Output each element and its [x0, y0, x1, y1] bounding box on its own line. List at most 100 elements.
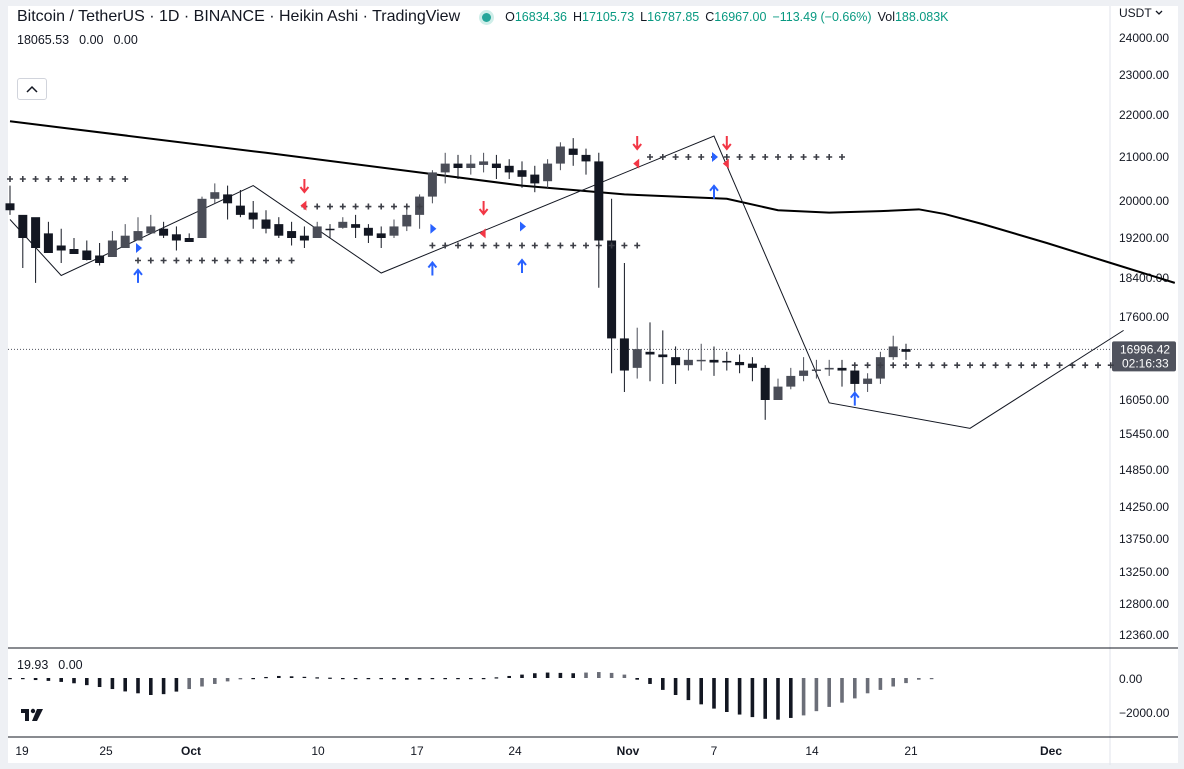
- oscillator-bar: [545, 672, 550, 678]
- sar-marker: [544, 242, 551, 249]
- sar-marker: [979, 362, 986, 369]
- sar-marker: [1095, 362, 1101, 369]
- candle-body: [299, 235, 309, 241]
- sell-arrow-icon: [632, 136, 642, 151]
- sar-marker: [967, 362, 973, 369]
- change-value: −113.49 (−0.66%): [772, 10, 872, 24]
- sar-marker: [890, 362, 897, 369]
- last-price-label: 16996.42: [1120, 342, 1170, 356]
- oscillator-bar: [929, 678, 934, 680]
- oscillator-bar: [72, 678, 76, 684]
- candle-body: [325, 228, 335, 231]
- sar-marker: [851, 362, 858, 369]
- moving-average-line: [9, 120, 1176, 284]
- candle-body: [863, 378, 873, 384]
- sar-marker: [941, 362, 948, 369]
- oscillator-bar: [609, 672, 614, 678]
- candle-body: [517, 170, 527, 177]
- indicator-value-1: 18065.53: [17, 33, 70, 47]
- candle-body: [658, 354, 668, 358]
- oscillator-bar: [225, 678, 230, 682]
- candle-body: [850, 370, 860, 384]
- oscillator-bar: [891, 678, 895, 687]
- open-label: O: [505, 10, 515, 24]
- collapse-legend-button[interactable]: [17, 78, 47, 100]
- signal-triangle-icon: [136, 243, 142, 253]
- time-tick-label: 19: [15, 744, 29, 758]
- candle-body: [453, 163, 463, 168]
- close-value: 16967.00: [714, 10, 767, 24]
- time-tick-label: Nov: [617, 744, 640, 758]
- buy-arrow-icon: [133, 268, 143, 283]
- oscillator-bar: [853, 678, 857, 699]
- price-tick-label: 13250.00: [1119, 565, 1169, 579]
- oscillator-bar: [635, 678, 639, 680]
- candle-body: [440, 163, 450, 173]
- time-tick-label: 10: [311, 744, 325, 758]
- sar-marker: [493, 242, 500, 249]
- oscillator-bar: [443, 678, 447, 680]
- oscillator-bar: [85, 678, 89, 686]
- candle-body: [171, 234, 181, 241]
- oscillator-bar: [123, 678, 127, 692]
- signal-triangle-icon: [479, 228, 486, 239]
- sar-marker: [1005, 362, 1012, 369]
- symbol-title[interactable]: Bitcoin / TetherUS · 1D · BINANCE · Heik…: [17, 8, 461, 25]
- sar-marker: [954, 362, 961, 369]
- oscillator-bar: [417, 678, 422, 680]
- oscillator-bar: [917, 678, 921, 680]
- sar-marker: [250, 257, 257, 264]
- price-tick-label: 20000.00: [1119, 194, 1169, 208]
- sar-marker: [122, 176, 129, 182]
- sar-marker: [915, 362, 922, 369]
- sar-marker: [71, 176, 77, 182]
- sar-marker: [19, 176, 26, 182]
- price-tick-label: 24000.00: [1119, 31, 1169, 45]
- oscillator-bar: [533, 673, 537, 678]
- candle-body: [69, 249, 79, 254]
- candle-body: [747, 363, 757, 368]
- sar-marker: [378, 203, 385, 210]
- candle-body: [760, 367, 770, 400]
- currency-selector[interactable]: USDT: [1119, 6, 1163, 20]
- volume-value: 188.083K: [894, 10, 949, 24]
- signal-triangle-icon: [722, 158, 729, 169]
- sar-marker: [455, 242, 461, 249]
- candle-body: [427, 172, 437, 197]
- candle-body: [581, 154, 591, 162]
- sar-marker: [570, 242, 577, 249]
- price-tick-label: 19200.00: [1119, 231, 1169, 245]
- sar-marker: [634, 242, 641, 249]
- oscillator-bar: [558, 672, 563, 678]
- price-tick-label: 18400.00: [1119, 271, 1169, 285]
- sar-marker: [647, 154, 653, 160]
- candle-body: [811, 369, 821, 371]
- time-tick-label: Dec: [1040, 744, 1062, 758]
- candle-body: [197, 198, 207, 238]
- oscillator-bar: [379, 678, 383, 680]
- candle-body: [107, 240, 117, 257]
- oscillator-bar: [686, 678, 691, 701]
- oscillator-bar: [481, 678, 486, 680]
- oscillator-bar: [469, 678, 473, 680]
- sar-marker: [263, 257, 269, 264]
- sar-marker: [339, 203, 346, 210]
- candle-body: [888, 346, 898, 358]
- candle-body: [261, 219, 271, 229]
- oscillator-bar: [328, 677, 332, 679]
- sar-marker: [826, 154, 833, 160]
- oscillator-bar: [405, 678, 409, 680]
- sar-marker: [83, 176, 90, 182]
- oscillator-bar: [865, 678, 870, 694]
- sell-arrow-icon: [478, 201, 489, 216]
- candle-body: [619, 338, 629, 371]
- sar-marker: [7, 176, 13, 182]
- sar-marker: [1031, 362, 1037, 369]
- tradingview-logo-icon[interactable]: [20, 706, 44, 724]
- sar-marker: [32, 176, 39, 182]
- oscillator-bar: [430, 678, 435, 680]
- sar-marker: [813, 154, 820, 160]
- sar-marker: [327, 203, 333, 210]
- sar-marker: [275, 257, 282, 264]
